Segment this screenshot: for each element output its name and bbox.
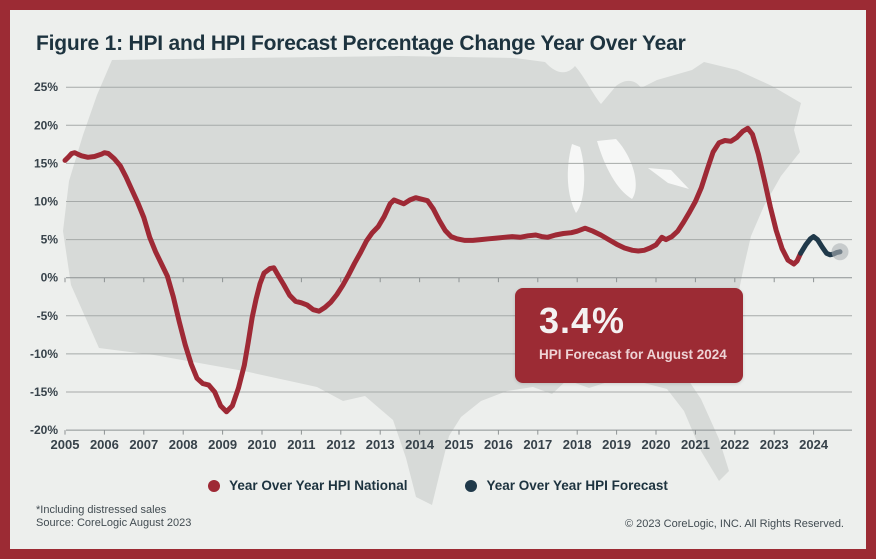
y-tick-label: 20% [34,118,58,132]
legend-item-national: Year Over Year HPI National [208,478,407,493]
forecast-value: 3.4% [539,300,626,341]
lake-ontario-shape [648,168,689,189]
figure-title: Figure 1: HPI and HPI Forecast Percentag… [36,32,686,55]
x-tick-label: 2008 [169,437,198,452]
x-tick-label: 2005 [51,437,80,452]
y-tick-label: -5% [37,309,59,323]
y-tick-label: -20% [30,423,58,437]
forecast-endpoint-marker [831,243,849,261]
x-tick-label: 2015 [445,437,474,452]
y-tick-label: -15% [30,385,58,399]
x-tick-label: 2024 [799,437,829,452]
national-hpi-line [62,125,804,415]
y-tick-label: 15% [34,156,58,170]
x-tick-label: 2023 [760,437,789,452]
legend-label-forecast: Year Over Year HPI Forecast [486,478,668,493]
x-tick-label: 2012 [326,437,355,452]
forecast-label: HPI Forecast for August 2024 [539,347,727,362]
x-tick-label: 2018 [563,437,592,452]
figure-card: 25% 20% 15% 10% 5% 0% -5% -10% -15% -20% 2005 2006… [10,10,866,549]
legend-item-forecast: Year Over Year HPI Forecast [465,478,668,493]
x-tick-label: 2022 [720,437,749,452]
data-series-lines [62,125,849,415]
x-tick-label: 2021 [681,437,710,452]
lake-huron-shape [597,139,636,199]
copyright-text: © 2023 CoreLogic, INC. All Rights Reserv… [624,518,844,530]
x-tick-label: 2019 [602,437,631,452]
footnote: *Including distressed sales Source: Core… [36,504,191,530]
forecast-callout: 3.4% HPI Forecast for August 2024 [515,288,743,383]
hpi-line-chart: 25% 20% 15% 10% 5% 0% -5% -10% -15% -20% 2005 2006… [30,56,852,505]
footnote-line-1: *Including distressed sales [36,504,167,516]
x-axis-tick-labels: 2005 2006 2007 2008 2009 2010 2011 2012 2013 2014… [51,437,829,452]
x-tick-label: 2010 [248,437,277,452]
x-tick-label: 2014 [405,437,435,452]
y-tick-label: 25% [34,80,58,94]
y-tick-label: 10% [34,195,58,209]
y-tick-label: 0% [41,271,59,285]
x-tick-label: 2013 [366,437,395,452]
x-tick-label: 2017 [523,437,552,452]
national-series-dot-icon [208,479,221,492]
us-map-silhouette [63,56,801,505]
legend: Year Over Year HPI National Year Over Ye… [10,478,866,493]
legend-label-national: Year Over Year HPI National [229,478,408,493]
y-tick-label: -10% [30,347,58,361]
gridlines [64,86,852,435]
x-tick-label: 2020 [642,437,671,452]
y-axis-tick-labels: 25% 20% 15% 10% 5% 0% -5% -10% -15% -20% [30,80,58,437]
footnote-line-2: Source: CoreLogic August 2023 [36,517,192,529]
forecast-series-dot-icon [465,479,478,492]
lake-michigan-shape [567,144,585,213]
x-tick-label: 2006 [90,437,119,452]
x-tick-label: 2011 [287,437,315,452]
x-tick-label: 2016 [484,437,513,452]
x-tick-label: 2009 [208,437,237,452]
y-tick-label: 5% [41,233,59,247]
x-tick-label: 2007 [129,437,158,452]
